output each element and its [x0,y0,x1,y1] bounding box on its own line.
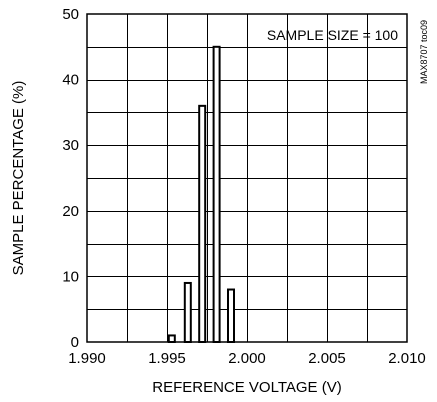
y-tick-label: 0 [71,334,79,351]
grid-lines [87,14,407,342]
histogram-bar [227,288,235,343]
x-axis-label: REFERENCE VOLTAGE (V) [152,379,341,396]
bars [167,45,235,344]
histogram-bar [212,45,221,344]
x-tick-label: 2.005 [308,350,346,367]
x-tick-label: 1.990 [68,350,106,367]
plot-frame [86,13,408,343]
figure-id: MAX8707 toc09 [419,20,429,84]
y-axis-label: SAMPLE PERCENTAGE (%) [10,81,27,276]
histogram-bar [198,104,207,343]
y-tick-labels: 0 10 20 30 40 50 [62,6,79,351]
histogram-bar [167,334,176,344]
y-tick-label: 10 [62,268,79,285]
x-tick-labels: 1.990 1.995 2.000 2.005 2.010 [68,350,426,367]
x-tick-label: 2.000 [228,350,266,367]
y-tick-label: 40 [62,72,79,89]
y-tick-label: 20 [62,203,79,220]
histogram-bar [183,281,192,343]
x-tick-label: 2.010 [388,350,426,367]
y-tick-label: 30 [62,137,79,154]
y-tick-label: 50 [62,6,79,23]
sample-size-note: SAMPLE SIZE = 100 [267,27,398,43]
x-tick-label: 1.995 [148,350,186,367]
